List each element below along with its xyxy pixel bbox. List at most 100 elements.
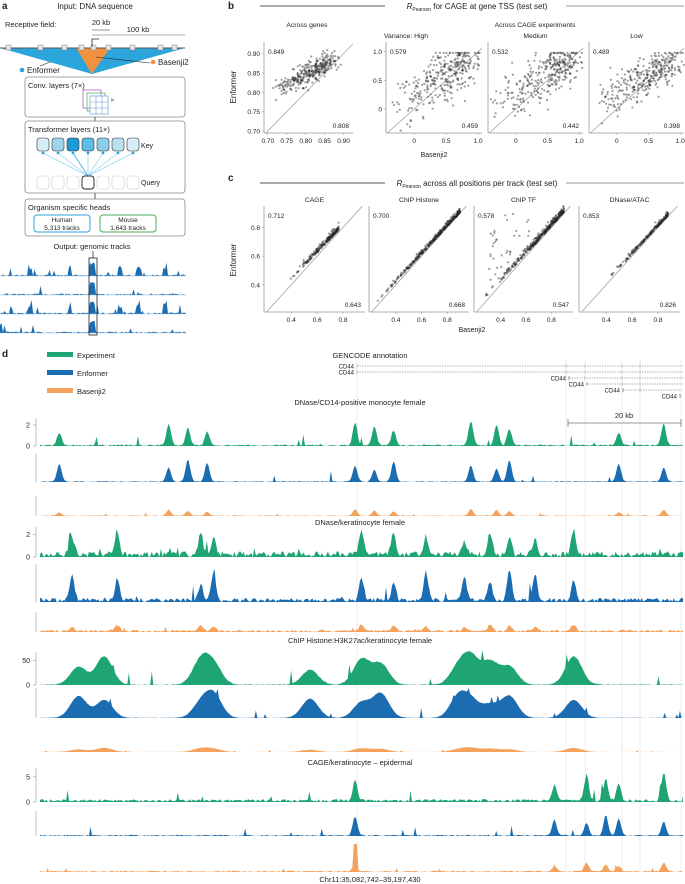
scatter-point bbox=[492, 257, 495, 260]
scatter-point bbox=[455, 65, 459, 68]
scatter-point bbox=[556, 216, 560, 220]
scatter-point bbox=[510, 97, 513, 100]
scatter-point bbox=[309, 254, 312, 257]
scatter-point bbox=[400, 273, 403, 277]
scatter-point bbox=[322, 71, 325, 74]
scatter-point bbox=[331, 232, 334, 235]
scatter-point bbox=[616, 73, 619, 76]
scatter-point bbox=[554, 217, 557, 220]
subplot-title: Low bbox=[630, 33, 643, 40]
scatter-point bbox=[448, 51, 451, 55]
scatter-point bbox=[421, 251, 424, 255]
scatter-point bbox=[326, 240, 329, 243]
scatter-point bbox=[554, 83, 558, 86]
scatter-point bbox=[651, 229, 654, 232]
diagonal-line bbox=[265, 43, 354, 134]
scatter-point bbox=[296, 80, 299, 83]
scatter-point bbox=[422, 248, 426, 251]
scatter-point bbox=[440, 87, 443, 91]
scatter-point bbox=[443, 83, 446, 87]
scatter-point bbox=[528, 75, 532, 79]
scatter-point bbox=[329, 64, 332, 67]
scatter-point bbox=[524, 249, 527, 252]
scatter-point bbox=[323, 59, 326, 62]
scatter-point bbox=[477, 51, 480, 55]
scatter-point bbox=[442, 228, 445, 231]
scatter-point bbox=[520, 256, 523, 259]
scatter-point bbox=[320, 71, 323, 74]
scatter-point bbox=[457, 54, 460, 57]
scatter-point bbox=[626, 257, 629, 260]
scatter-point bbox=[328, 232, 331, 235]
scatter-point bbox=[663, 70, 667, 73]
scatter-point bbox=[437, 56, 440, 60]
scatter-point bbox=[532, 244, 535, 247]
scatter-point bbox=[307, 69, 311, 73]
scatter-point bbox=[551, 224, 554, 227]
scatter-point bbox=[555, 217, 558, 220]
scatter-point bbox=[291, 275, 295, 278]
scatter-point bbox=[336, 229, 339, 232]
scatter-point bbox=[614, 97, 617, 100]
scatter-point bbox=[639, 77, 642, 80]
scatter-point bbox=[324, 63, 327, 66]
scatter-point bbox=[538, 101, 541, 105]
scatter-point bbox=[418, 252, 421, 256]
scatter-point bbox=[569, 72, 572, 75]
scatter-point bbox=[430, 242, 433, 245]
scatter-point bbox=[442, 226, 445, 229]
scatter-point bbox=[545, 65, 549, 68]
scatter-point bbox=[335, 230, 338, 233]
scatter-point bbox=[665, 73, 668, 76]
scatter-point bbox=[653, 63, 657, 66]
scatter-point bbox=[420, 252, 423, 256]
scatter-point bbox=[281, 85, 285, 88]
scatter-point bbox=[557, 64, 561, 67]
scatter-point bbox=[554, 218, 558, 222]
scatter-point bbox=[649, 233, 652, 236]
scatter-point bbox=[450, 86, 453, 89]
scatter-point bbox=[295, 89, 298, 93]
scatter-point bbox=[326, 61, 329, 64]
scatter-point bbox=[305, 75, 308, 78]
scatter-point bbox=[663, 60, 666, 63]
scatter-point bbox=[432, 101, 435, 104]
scatter-point bbox=[282, 87, 285, 90]
scatter-point bbox=[655, 224, 658, 228]
input-label: Input: DNA sequence bbox=[57, 2, 133, 11]
scatter-point bbox=[537, 237, 540, 240]
scatter-point bbox=[671, 54, 675, 57]
scatter-point bbox=[645, 236, 648, 239]
scatter-point bbox=[506, 249, 509, 252]
scatter-point bbox=[535, 241, 538, 244]
scatter-point bbox=[412, 261, 415, 264]
scatter-point bbox=[296, 271, 299, 274]
scatter-point bbox=[413, 259, 416, 262]
scatter-point bbox=[548, 225, 552, 228]
scatter-point bbox=[335, 230, 339, 234]
scatter-point bbox=[660, 64, 663, 67]
scatter-point bbox=[314, 77, 317, 80]
mini-track bbox=[0, 300, 186, 314]
scatter-point bbox=[634, 246, 637, 249]
scatter-point bbox=[545, 229, 548, 232]
scatter-point bbox=[510, 91, 513, 94]
scatter-point bbox=[457, 213, 460, 216]
scatter-point bbox=[455, 215, 458, 218]
scatter-point bbox=[413, 259, 416, 262]
scatter-point bbox=[522, 100, 526, 103]
scatter-point bbox=[330, 235, 333, 239]
scatter-point bbox=[529, 70, 532, 73]
scatter-point bbox=[529, 243, 533, 246]
scatter-point bbox=[302, 73, 305, 76]
scatter-point bbox=[318, 73, 321, 76]
subplot-title: Medium bbox=[523, 33, 548, 40]
scatter-point bbox=[311, 64, 314, 67]
scatter-point bbox=[614, 105, 617, 108]
scatter-point bbox=[307, 89, 310, 92]
scatter-point bbox=[438, 233, 441, 237]
basenji2-track bbox=[40, 624, 683, 632]
scatter-point bbox=[404, 84, 407, 88]
scatter-point bbox=[639, 243, 642, 246]
